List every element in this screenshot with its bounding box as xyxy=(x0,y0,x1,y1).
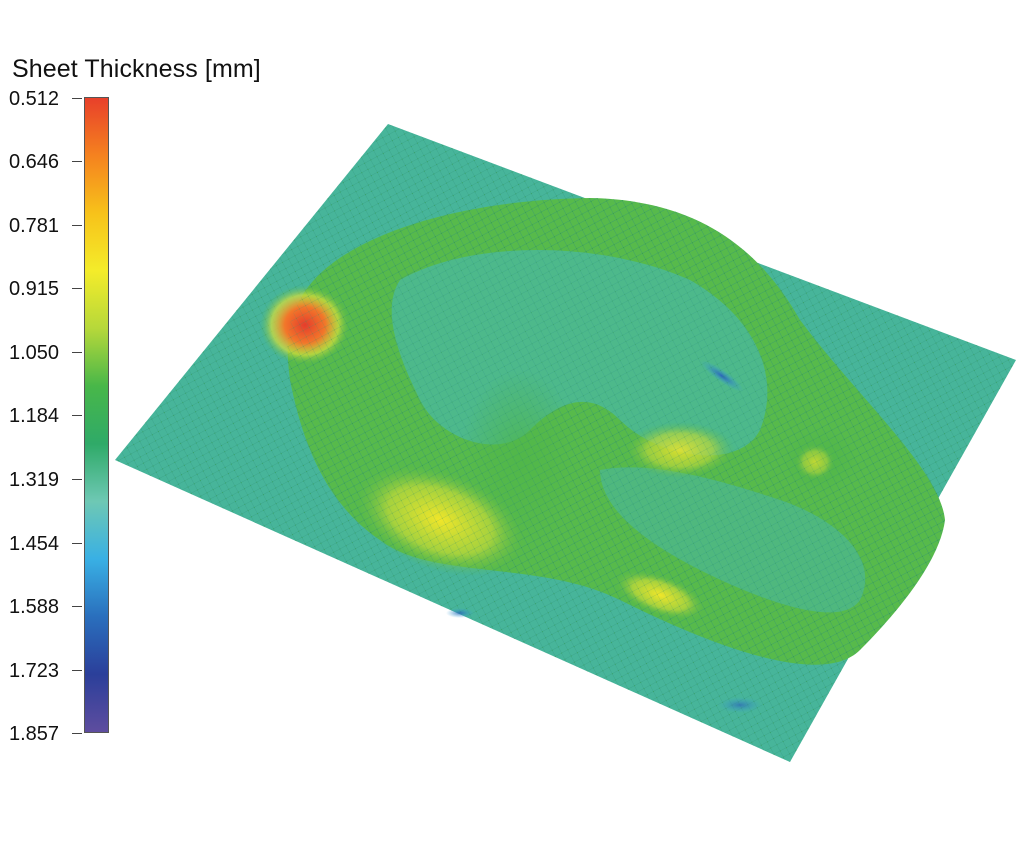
tick-mark xyxy=(72,415,82,416)
legend-title: Sheet Thickness [mm] xyxy=(12,55,261,83)
thickness-color-scale xyxy=(84,97,109,733)
tick-mark xyxy=(72,606,82,607)
tick-mark xyxy=(72,225,82,226)
tick-label: 1.319 xyxy=(9,469,60,491)
tick-mark xyxy=(72,733,82,734)
tick-label: 1.857 xyxy=(9,723,60,745)
color-scale-ticks: 0.512 0.646 0.781 0.915 1.050 1.184 1.31… xyxy=(0,0,90,853)
tick-label: 1.588 xyxy=(9,596,60,618)
tick-mark xyxy=(72,352,82,353)
thickened-spot xyxy=(446,608,474,618)
tick-label: 0.781 xyxy=(9,215,60,237)
tick-label: 0.512 xyxy=(9,88,60,110)
tick-label: 0.646 xyxy=(9,151,60,173)
tick-mark xyxy=(72,98,82,99)
tick-label: 0.915 xyxy=(9,278,60,300)
tick-mark xyxy=(72,479,82,480)
tick-mark xyxy=(72,288,82,289)
thickened-spot xyxy=(718,697,762,713)
tick-label: 1.050 xyxy=(9,342,60,364)
tick-label: 1.184 xyxy=(9,405,60,427)
tick-mark xyxy=(72,543,82,544)
tick-label: 1.454 xyxy=(9,533,60,555)
tick-mark xyxy=(72,670,82,671)
dome-mesh-overlay xyxy=(287,198,945,665)
tick-label: 1.723 xyxy=(9,660,60,682)
tick-mark xyxy=(72,161,82,162)
